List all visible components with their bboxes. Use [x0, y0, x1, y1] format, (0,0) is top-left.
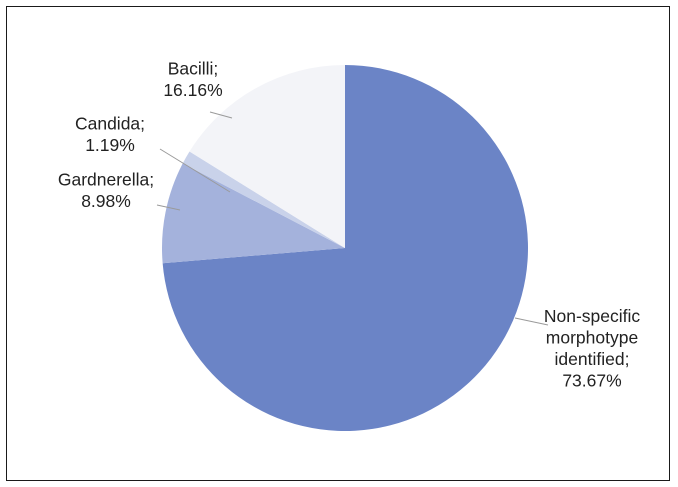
pie-slice-bacilli	[189, 64, 345, 248]
leader-line	[514, 317, 549, 326]
leader-line	[159, 148, 231, 193]
slice-label: Gardnerella; 8.98%	[58, 169, 154, 211]
slice-label: Non-specific morphotype identified; 73.67%	[544, 306, 641, 391]
leader-line	[156, 204, 181, 211]
slice-label: Candida; 1.19%	[75, 113, 145, 155]
slice-label: Bacilli; 16.16%	[163, 58, 222, 100]
pie-slice-gardnerella	[162, 163, 345, 264]
pie-slice-candida	[182, 151, 345, 248]
leader-line	[209, 111, 233, 119]
pie-slice-non-specific-morphotype-identified	[162, 65, 529, 431]
